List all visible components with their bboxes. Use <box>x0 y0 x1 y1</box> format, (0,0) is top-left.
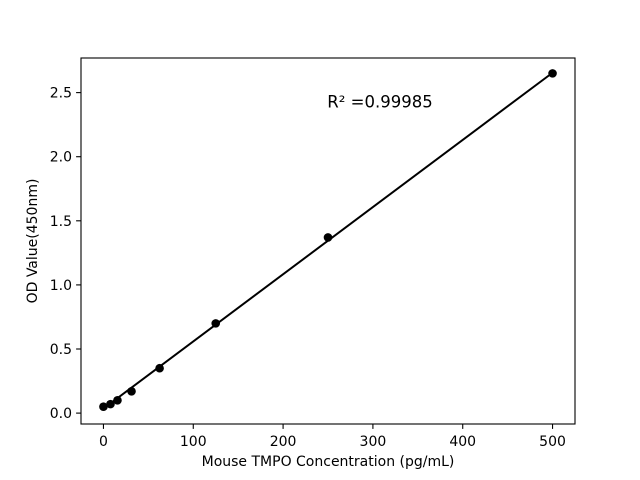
x-tick-label: 500 <box>539 434 566 450</box>
y-tick-label: 0.0 <box>50 406 72 422</box>
data-point <box>127 387 136 396</box>
x-axis-label: Mouse TMPO Concentration (pg/mL) <box>201 454 455 470</box>
data-point <box>155 363 164 373</box>
data-point <box>548 69 557 78</box>
data-point <box>323 233 333 242</box>
data-point <box>99 402 108 411</box>
x-tick-label: 400 <box>449 434 476 450</box>
y-tick-label: 2.0 <box>50 150 72 166</box>
data-point <box>106 399 115 409</box>
y-axis-label: OD Value(450nm) <box>25 178 41 304</box>
x-tick-label: 200 <box>270 434 297 450</box>
x-tick-label: 300 <box>360 434 387 450</box>
y-tick-label: 0.5 <box>50 342 72 358</box>
data-point <box>211 319 221 328</box>
r-squared-annotation: R² =0.99985 <box>327 92 433 112</box>
data-point <box>113 395 122 405</box>
x-tick-label: 100 <box>180 434 207 450</box>
axes-spines <box>80 57 576 425</box>
y-tick-label: 1.0 <box>50 278 72 294</box>
y-tick-label: 2.5 <box>50 86 72 102</box>
y-tick-label: 1.5 <box>50 214 72 230</box>
x-tick-label: 0 <box>99 434 108 450</box>
